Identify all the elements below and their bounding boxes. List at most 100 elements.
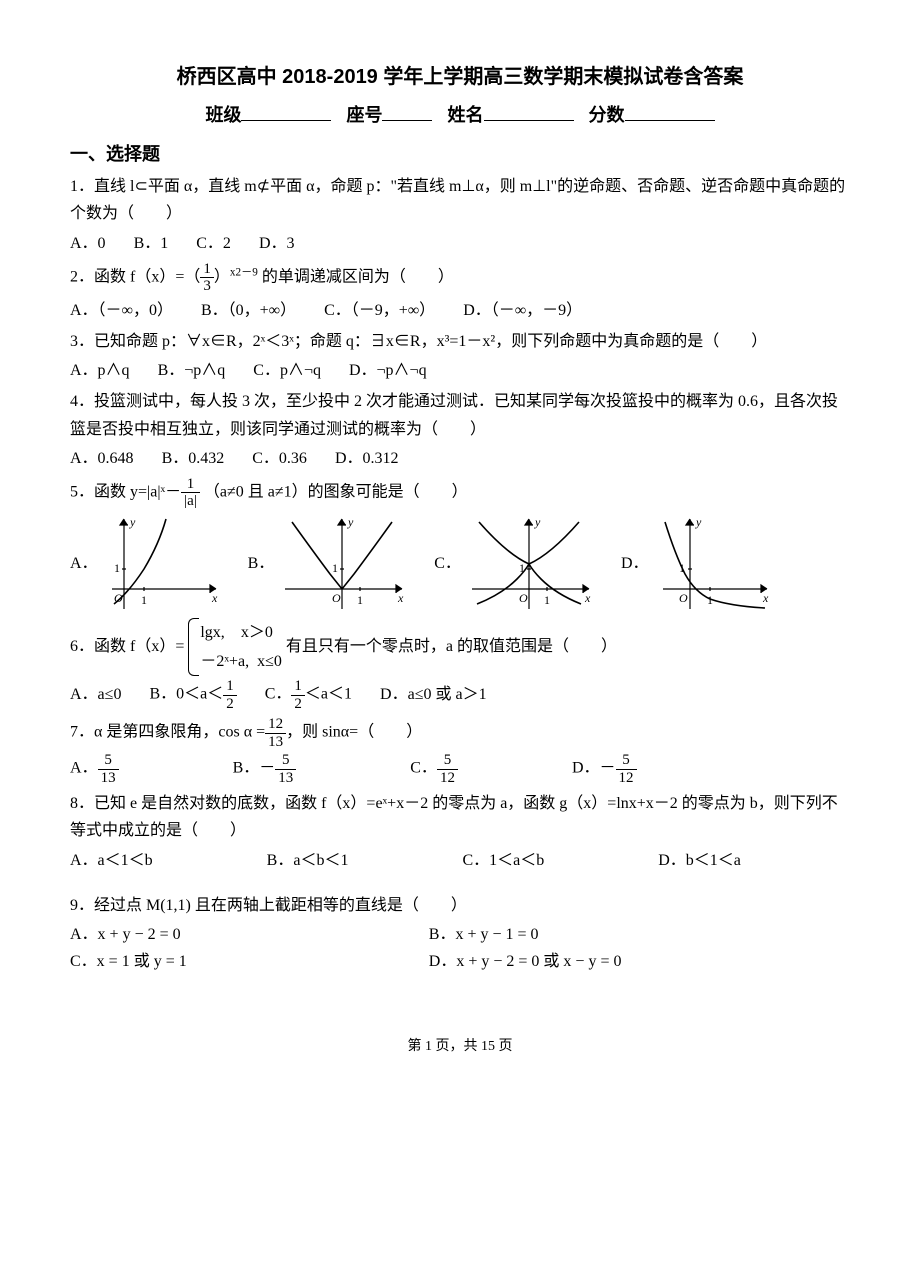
q2-option-d[interactable]: D．（－∞，－9） (463, 297, 582, 324)
q1-option-b[interactable]: B．1 (134, 230, 169, 257)
q1-option-c[interactable]: C．2 (196, 230, 231, 257)
q6-option-b[interactable]: B．0＜a＜12 (149, 678, 236, 712)
question-7: 7．α 是第四象限角，cos α =1213，则 sinα=（ ） A．513 … (70, 716, 850, 786)
q3-option-d[interactable]: D．¬p∧¬q (349, 357, 427, 384)
q1-option-d[interactable]: D．3 (259, 230, 295, 257)
q5-graph-d: x y O 1 1 (655, 514, 775, 614)
question-4: 4．投篮测试中，每人投 3 次，至少投中 2 次才能通过测试．已知某同学每次投篮… (70, 388, 850, 472)
q4-option-a[interactable]: A．0.648 (70, 445, 134, 472)
q6-pre: 6．函数 f（x）= (70, 638, 184, 655)
question-5: 5．函数 y=|a|ˣ－1|a| （a≠0 且 a≠1）的图象可能是（ ） A．… (70, 476, 850, 614)
q4-option-d[interactable]: D．0.312 (335, 445, 399, 472)
svg-text:1: 1 (114, 561, 120, 575)
q3-option-a[interactable]: A．p∧q (70, 357, 130, 384)
q3-option-b[interactable]: B．¬p∧q (158, 357, 226, 384)
q9-option-d[interactable]: D．x + y − 2 = 0 或 x − y = 0 (429, 948, 788, 975)
q6-post: 有且只有一个零点时，a 的取值范围是（ ） (286, 638, 617, 655)
svg-text:1: 1 (707, 593, 713, 607)
question-3: 3．已知命题 p：∀x∈R，2ˣ＜3ˣ；命题 q：∃x∈R，x³=1－x²，则下… (70, 328, 850, 384)
score-blank[interactable] (625, 102, 715, 121)
seat-blank[interactable] (382, 102, 432, 121)
q5-text: 5．函数 y=|a|ˣ－1|a| （a≠0 且 a≠1）的图象可能是（ ） (70, 476, 850, 510)
q2-post: ） (214, 268, 230, 285)
q1-option-a[interactable]: A．0 (70, 230, 106, 257)
section-heading: 一、选择题 (70, 139, 850, 170)
q5-graph-b: x y O 1 1 (280, 514, 410, 614)
q7-option-a[interactable]: A．513 (70, 752, 119, 786)
svg-text:x: x (211, 591, 218, 605)
q2-exponent: x2－9 (230, 266, 258, 278)
q7-post: ，则 sinα=（ ） (286, 724, 422, 741)
q7-fraction: 1213 (265, 716, 286, 750)
svg-text:O: O (114, 591, 123, 605)
svg-text:y: y (129, 515, 136, 529)
q2-tail: 的单调递减区间为（ ） (258, 268, 454, 285)
question-8: 8．已知 e 是自然对数的底数，函数 f（x）=eˣ+x－2 的零点为 a，函数… (70, 790, 850, 874)
seat-label: 座号 (346, 105, 382, 125)
q5-option-b[interactable]: B． (248, 550, 275, 577)
student-info-line: 班级 座号 姓名 分数 (70, 100, 850, 131)
q8-option-a[interactable]: A．a＜1＜b (70, 847, 153, 874)
q5-fraction: 1|a| (181, 476, 200, 510)
q7-pre: 7．α 是第四象限角，cos α = (70, 724, 265, 741)
svg-text:O: O (679, 591, 688, 605)
svg-text:O: O (332, 591, 341, 605)
q5-option-a[interactable]: A． (70, 550, 98, 577)
q4-option-c[interactable]: C．0.36 (252, 445, 307, 472)
q7-option-c[interactable]: C．512 (410, 752, 458, 786)
svg-text:1: 1 (679, 561, 685, 575)
q6-cases: lgx, x＞0 －2ˣ+a, x≤0 (188, 618, 282, 676)
name-label: 姓名 (448, 105, 484, 125)
question-2: 2．函数 f（x）=（13）x2－9 的单调递减区间为（ ） A．（－∞，0） … (70, 261, 850, 324)
q6-option-c[interactable]: C．12＜a＜1 (265, 678, 352, 712)
q9-option-b[interactable]: B．x + y − 1 = 0 (429, 921, 788, 948)
q9-option-c[interactable]: C．x = 1 或 y = 1 (70, 948, 429, 975)
score-label: 分数 (589, 105, 625, 125)
svg-text:y: y (695, 515, 702, 529)
svg-text:y: y (534, 515, 541, 529)
question-1: 1．直线 l⊂平面 α，直线 m⊄平面 α，命题 p："若直线 m⊥α，则 m⊥… (70, 173, 850, 257)
q1-text: 1．直线 l⊂平面 α，直线 m⊄平面 α，命题 p："若直线 m⊥α，则 m⊥… (70, 173, 850, 227)
svg-text:x: x (397, 591, 404, 605)
svg-text:x: x (762, 591, 769, 605)
svg-text:y: y (347, 515, 354, 529)
q5-graph-a: x y O 1 1 (104, 514, 224, 614)
q7-option-d[interactable]: D．－512 (572, 752, 637, 786)
q6-text: 6．函数 f（x）= lgx, x＞0 －2ˣ+a, x≤0 有且只有一个零点时… (70, 618, 850, 676)
svg-text:1: 1 (332, 561, 338, 575)
svg-text:1: 1 (357, 593, 363, 607)
q8-option-c[interactable]: C．1＜a＜b (462, 847, 544, 874)
q6-option-d[interactable]: D．a≤0 或 a＞1 (380, 681, 487, 708)
q3-option-c[interactable]: C．p∧¬q (253, 357, 321, 384)
q4-option-b[interactable]: B．0.432 (162, 445, 225, 472)
q2-fraction: 13 (200, 261, 214, 295)
question-9: 9．经过点 M(1,1) 且在两轴上截距相等的直线是（ ） A．x + y − … (70, 892, 850, 976)
page-title: 桥西区高中 2018-2019 学年上学期高三数学期末模拟试卷含答案 (70, 60, 850, 94)
q3-text: 3．已知命题 p：∀x∈R，2ˣ＜3ˣ；命题 q：∃x∈R，x³=1－x²，则下… (70, 328, 850, 355)
class-blank[interactable] (241, 102, 331, 121)
q5-option-d[interactable]: D． (621, 550, 649, 577)
q5-option-c[interactable]: C． (434, 550, 461, 577)
page-footer: 第 1 页，共 15 页 (70, 1035, 850, 1059)
q7-text: 7．α 是第四象限角，cos α =1213，则 sinα=（ ） (70, 716, 850, 750)
q2-option-a[interactable]: A．（－∞，0） (70, 297, 173, 324)
svg-text:O: O (519, 591, 528, 605)
q2-pre: 2．函数 f（x）=（ (70, 268, 200, 285)
q8-option-d[interactable]: D．b＜1＜a (658, 847, 741, 874)
q8-text: 8．已知 e 是自然对数的底数，函数 f（x）=eˣ+x－2 的零点为 a，函数… (70, 790, 850, 844)
svg-text:1: 1 (519, 561, 525, 575)
q9-text: 9．经过点 M(1,1) 且在两轴上截距相等的直线是（ ） (70, 892, 850, 919)
q2-option-b[interactable]: B．（0，+∞） (201, 297, 296, 324)
q8-option-b[interactable]: B．a＜b＜1 (267, 847, 349, 874)
q5-graph-row: A．xyO11 B．xyO11 C．xyO11 D．xyO11 (70, 514, 850, 614)
name-blank[interactable] (484, 102, 574, 121)
svg-text:1: 1 (141, 593, 147, 607)
q2-option-c[interactable]: C．（－9，+∞） (324, 297, 435, 324)
q2-text: 2．函数 f（x）=（13）x2－9 的单调递减区间为（ ） (70, 261, 850, 295)
q6-option-a[interactable]: A．a≤0 (70, 681, 121, 708)
q9-option-a[interactable]: A．x + y − 2 = 0 (70, 921, 429, 948)
svg-text:1: 1 (544, 593, 550, 607)
q7-option-b[interactable]: B．－513 (233, 752, 297, 786)
q5-pre: 5．函数 y=|a|ˣ－ (70, 484, 181, 501)
q4-text: 4．投篮测试中，每人投 3 次，至少投中 2 次才能通过测试．已知某同学每次投篮… (70, 388, 850, 442)
